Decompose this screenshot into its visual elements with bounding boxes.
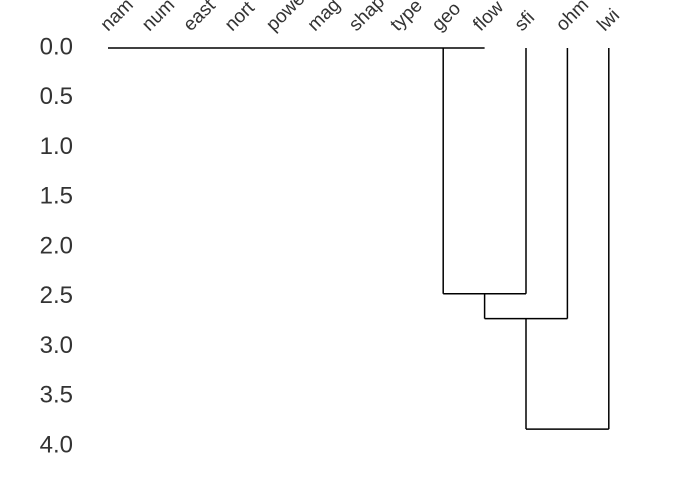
leaf-label: sfi — [511, 7, 539, 35]
leaf-label: mag — [304, 0, 345, 36]
y-tick-label: 1.0 — [40, 133, 73, 160]
leaf-label: ohm — [552, 0, 593, 36]
y-tick-label: 3.5 — [40, 382, 73, 409]
y-tick-label: 0.5 — [40, 83, 73, 110]
leaf-label: powe — [262, 0, 309, 36]
leaf-label: type — [386, 0, 426, 36]
y-tick-label: 2.0 — [40, 232, 73, 259]
leaf-label: nam — [97, 0, 138, 36]
leaf-label: num — [138, 0, 179, 36]
y-tick-label: 0.0 — [40, 33, 73, 60]
y-tick-label: 4.0 — [40, 431, 73, 458]
leaf-label: east — [179, 0, 220, 36]
leaf-label: shap — [345, 0, 389, 36]
leaf-label: flow — [469, 0, 508, 36]
leaf-label: geo — [428, 0, 465, 36]
y-tick-label: 2.5 — [40, 282, 73, 309]
leaf-label: lwi — [593, 5, 624, 36]
leaf-label: nort — [221, 0, 260, 36]
y-tick-label: 3.0 — [40, 332, 73, 359]
y-tick-label: 1.5 — [40, 183, 73, 210]
